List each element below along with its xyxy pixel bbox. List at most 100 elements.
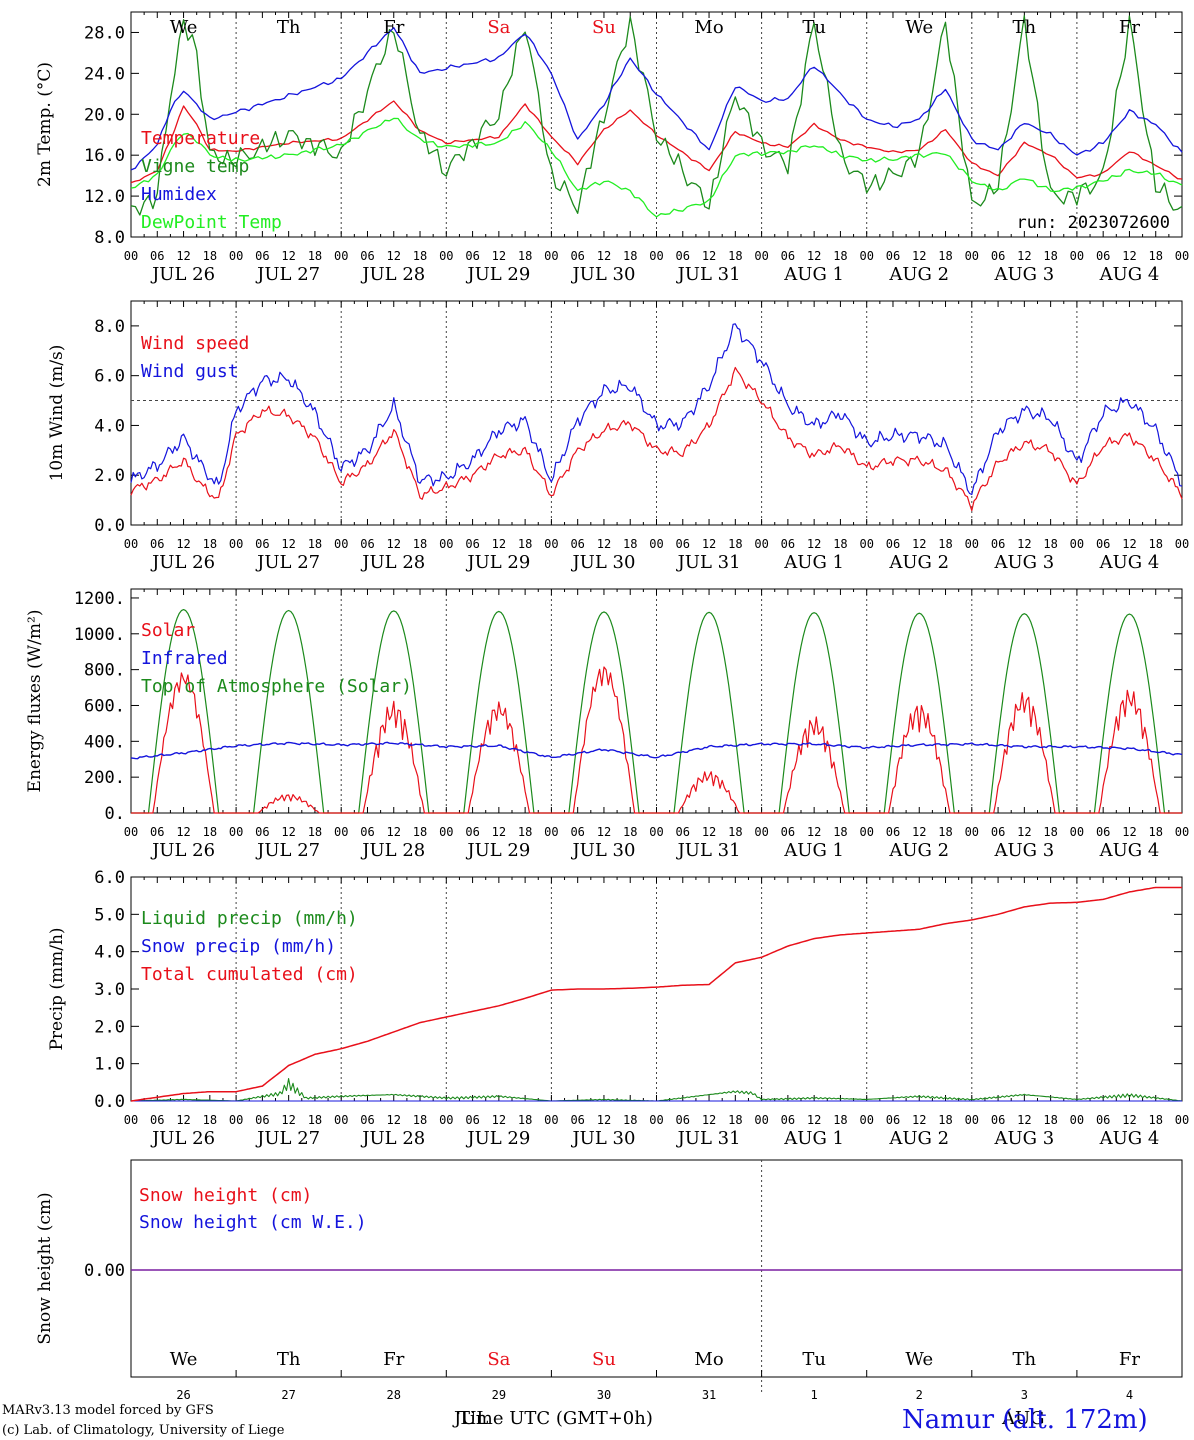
hour-tick-label: 18 — [623, 537, 637, 551]
hour-tick-label: 12 — [702, 249, 716, 263]
weekday-label: Mo — [694, 17, 723, 38]
hour-tick-label: 06 — [360, 825, 374, 839]
hour-tick-label: 06 — [781, 825, 795, 839]
hour-tick-label: 00 — [649, 537, 663, 551]
day-date-label: JUL 27 — [255, 1128, 320, 1149]
series-vigne-temp — [130, 15, 1183, 216]
hour-tick-label: 12 — [807, 537, 821, 551]
bottom-month-jul: JUL — [452, 1408, 488, 1429]
hour-tick-label: 00 — [859, 825, 873, 839]
hour-tick-label: 00 — [754, 537, 768, 551]
hour-tick-label: 12 — [1017, 1113, 1031, 1127]
hour-tick-label: 00 — [334, 249, 348, 263]
hour-tick-label: 12 — [176, 1113, 190, 1127]
legend-snow-height-cm-w-e-: Snow height (cm W.E.) — [139, 1212, 367, 1233]
hour-tick-label: 12 — [176, 249, 190, 263]
legend-dewpoint-temp: DewPoint Temp — [141, 212, 282, 233]
hour-tick-label: 18 — [203, 825, 217, 839]
day-date-label: AUG 4 — [1099, 552, 1160, 573]
hour-tick-label: 06 — [255, 1113, 269, 1127]
y-tick-label: 6.0 — [94, 868, 125, 888]
hour-tick-label: 06 — [360, 1113, 374, 1127]
legend-snow-height-cm-: Snow height (cm) — [139, 1185, 312, 1206]
weekday-label: Fr — [383, 17, 404, 38]
hour-tick-label: 12 — [912, 825, 926, 839]
series-wind-gust — [130, 323, 1183, 496]
hour-tick-label: 00 — [965, 1113, 979, 1127]
hour-tick-label: 00 — [229, 249, 243, 263]
day-date-label: JUL 27 — [255, 840, 320, 861]
y-tick-label: 16.0 — [84, 146, 125, 166]
hour-tick-label: 06 — [570, 537, 584, 551]
hour-tick-label: 06 — [676, 1113, 690, 1127]
hour-tick-label: 12 — [1017, 249, 1031, 263]
day-number-label: 3 — [1021, 1388, 1028, 1402]
day-date-label: JUL 30 — [570, 264, 635, 285]
y-axis-title: Energy fluxes (W/m²) — [25, 610, 45, 793]
lab-credit: (c) Lab. of Climatology, University of L… — [2, 1423, 285, 1438]
hour-tick-label: 06 — [676, 537, 690, 551]
series-humidex — [130, 27, 1183, 171]
day-number-label: 31 — [702, 1388, 716, 1402]
hour-tick-label: 12 — [912, 1113, 926, 1127]
hour-tick-label: 06 — [465, 249, 479, 263]
weekday-label: Sa — [487, 1349, 510, 1370]
hour-tick-label: 00 — [1175, 249, 1189, 263]
precip-panel: 00 06 12 18 00 06 12 18 00 06 12 18 00 06 12 18 00 06 12 18… — [47, 868, 1189, 1149]
hour-tick-label: 06 — [570, 1113, 584, 1127]
hour-tick-label: 18 — [833, 1113, 847, 1127]
day-date-label: JUL 27 — [255, 552, 320, 573]
hour-tick-label: 18 — [833, 249, 847, 263]
temperature-panel: 00 06 12 18 00 06 12 18 00 06 12 18 00 06 12 18 00 06 12 18… — [35, 11, 1189, 285]
hour-tick-label: 18 — [728, 249, 742, 263]
legend-total-cumulated-cm-: Total cumulated (cm) — [141, 964, 358, 985]
chart-panels: 00 06 12 18 00 06 12 18 00 06 12 18 00 06 12 18 00 06 12 18… — [25, 11, 1189, 1402]
hour-tick-label: 12 — [1017, 825, 1031, 839]
hour-tick-label: 00 — [439, 537, 453, 551]
hour-tick-label: 00 — [649, 825, 663, 839]
hour-tick-label: 18 — [1148, 825, 1162, 839]
weekday-label: Tu — [802, 17, 826, 38]
weekday-label: We — [170, 17, 198, 38]
hour-tick-label: 18 — [728, 537, 742, 551]
hour-tick-label: 00 — [124, 537, 138, 551]
hour-tick-label: 18 — [833, 537, 847, 551]
hour-tick-label: 12 — [387, 1113, 401, 1127]
hour-tick-label: 18 — [1148, 249, 1162, 263]
hour-tick-label: 06 — [1096, 1113, 1110, 1127]
legend-top-of-atmosphere-solar-: Top of Atmosphere (Solar) — [141, 676, 412, 697]
day-date-label: AUG 3 — [993, 264, 1054, 285]
day-number-label: 26 — [176, 1388, 190, 1402]
hour-tick-label: 12 — [387, 249, 401, 263]
hour-tick-label: 00 — [859, 1113, 873, 1127]
hour-tick-label: 00 — [124, 249, 138, 263]
hour-tick-label: 12 — [387, 537, 401, 551]
y-axis-title: Precip (mm/h) — [47, 927, 67, 1050]
day-number-label: 4 — [1126, 1388, 1133, 1402]
hour-tick-label: 12 — [807, 825, 821, 839]
y-axis-title: Snow height (cm) — [35, 1192, 55, 1344]
day-date-label: JUL 31 — [676, 552, 741, 573]
hour-tick-label: 18 — [1043, 1113, 1057, 1127]
hour-tick-label: 06 — [255, 537, 269, 551]
hour-tick-label: 18 — [938, 1113, 952, 1127]
hour-tick-label: 00 — [965, 537, 979, 551]
day-date-label: JUL 30 — [570, 1128, 635, 1149]
hour-tick-label: 00 — [544, 249, 558, 263]
day-date-label: AUG 4 — [1099, 1128, 1160, 1149]
hour-tick-label: 00 — [754, 249, 768, 263]
hour-tick-label: 18 — [1043, 249, 1057, 263]
hour-tick-label: 12 — [597, 537, 611, 551]
hour-tick-label: 06 — [150, 249, 164, 263]
weekday-label: Fr — [383, 1349, 404, 1370]
hour-tick-label: 06 — [465, 1113, 479, 1127]
hour-tick-label: 12 — [492, 1113, 506, 1127]
hour-tick-label: 00 — [439, 825, 453, 839]
hour-tick-label: 00 — [859, 537, 873, 551]
hour-tick-label: 18 — [623, 249, 637, 263]
hour-tick-label: 06 — [1096, 249, 1110, 263]
y-tick-label: 1200. — [74, 589, 125, 609]
hour-tick-label: 06 — [1096, 537, 1110, 551]
hour-tick-label: 06 — [360, 537, 374, 551]
hour-tick-label: 00 — [1175, 537, 1189, 551]
